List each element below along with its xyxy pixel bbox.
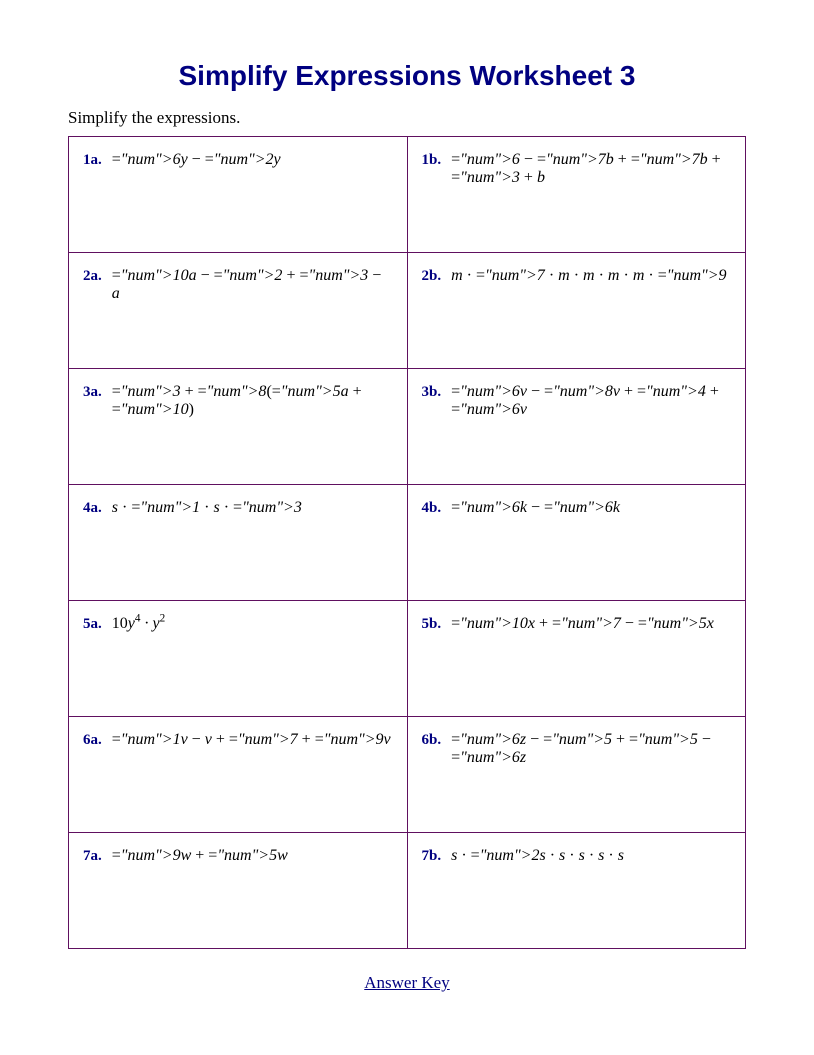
problem-expression: ="num">6v − ="num">8v + ="num">4 + ="num… [451,383,731,419]
problem-cell: 4b. ="num">6k − ="num">6k [407,485,746,601]
problem-cell: 1a. ="num">6y − ="num">2y [69,137,408,253]
problem-expression: m · ="num">7 · m · m · m · m · ="num">9 [451,267,726,285]
problem-label: 2b. [422,268,442,285]
problem-cell: 5b. ="num">10x + ="num">7 − ="num">5x [407,601,746,717]
problem-cell: 2b. m · ="num">7 · m · m · m · m · ="num… [407,253,746,369]
problem-expression: s · ="num">1 · s · ="num">3 [112,499,302,517]
problem-expression: s · ="num">2s · s · s · s · s [451,847,624,865]
problem-label: 4b. [422,500,442,517]
instructions-text: Simplify the expressions. [68,108,746,128]
problem-cell: 3b. ="num">6v − ="num">8v + ="num">4 + =… [407,369,746,485]
table-row: 1a. ="num">6y − ="num">2y 1b. ="num">6 −… [69,137,746,253]
problem-expression: ="num">10a − ="num">2 + ="num">3 − a [112,267,393,303]
problem-cell: 7a. ="num">9w + ="num">5w [69,833,408,949]
problem-cell: 2a. ="num">10a − ="num">2 + ="num">3 − a [69,253,408,369]
problem-expression: ="num">6z − ="num">5 + ="num">5 − ="num"… [451,731,731,767]
worksheet-title: Simplify Expressions Worksheet 3 [68,60,746,92]
problem-label: 6a. [83,732,102,749]
problem-cell: 6a. ="num">1v − v + ="num">7 + ="num">9v [69,717,408,833]
problem-label: 3b. [422,384,442,401]
problem-label: 4a. [83,500,102,517]
problem-label: 7a. [83,848,102,865]
table-row: 4a. s · ="num">1 · s · ="num">3 4b. ="nu… [69,485,746,601]
problem-cell: 5a. 10y4 · y2 [69,601,408,717]
answer-key-link[interactable]: Answer Key [68,973,746,993]
problem-cell: 1b. ="num">6 − ="num">7b + ="num">7b + =… [407,137,746,253]
problem-expression: ="num">6k − ="num">6k [451,499,620,517]
table-row: 7a. ="num">9w + ="num">5w 7b. s · ="num"… [69,833,746,949]
problem-cell: 6b. ="num">6z − ="num">5 + ="num">5 − ="… [407,717,746,833]
problem-expression: ="num">9w + ="num">5w [112,847,288,865]
problem-label: 7b. [422,848,442,865]
problem-expression: ="num">6 − ="num">7b + ="num">7b + ="num… [451,151,731,187]
table-row: 2a. ="num">10a − ="num">2 + ="num">3 − a… [69,253,746,369]
problem-label: 5a. [83,616,102,633]
table-row: 6a. ="num">1v − v + ="num">7 + ="num">9v… [69,717,746,833]
problem-label: 2a. [83,268,102,285]
table-row: 5a. 10y4 · y2 5b. ="num">10x + ="num">7 … [69,601,746,717]
problem-expression: ="num">6y − ="num">2y [112,151,281,169]
problem-expression: ="num">1v − v + ="num">7 + ="num">9v [112,731,391,749]
problem-label: 5b. [422,616,442,633]
problem-expression: 10y4 · y2 [112,615,165,633]
problem-label: 1a. [83,152,102,169]
table-row: 3a. ="num">3 + ="num">8(="num">5a + ="nu… [69,369,746,485]
problem-expression: ="num">10x + ="num">7 − ="num">5x [451,615,714,633]
problem-label: 1b. [422,152,442,169]
problem-label: 6b. [422,732,442,749]
problem-label: 3a. [83,384,102,401]
problem-expression: ="num">3 + ="num">8(="num">5a + ="num">1… [112,383,393,419]
problem-cell: 3a. ="num">3 + ="num">8(="num">5a + ="nu… [69,369,408,485]
problem-cell: 7b. s · ="num">2s · s · s · s · s [407,833,746,949]
problem-cell: 4a. s · ="num">1 · s · ="num">3 [69,485,408,601]
worksheet-table: 1a. ="num">6y − ="num">2y 1b. ="num">6 −… [68,136,746,949]
